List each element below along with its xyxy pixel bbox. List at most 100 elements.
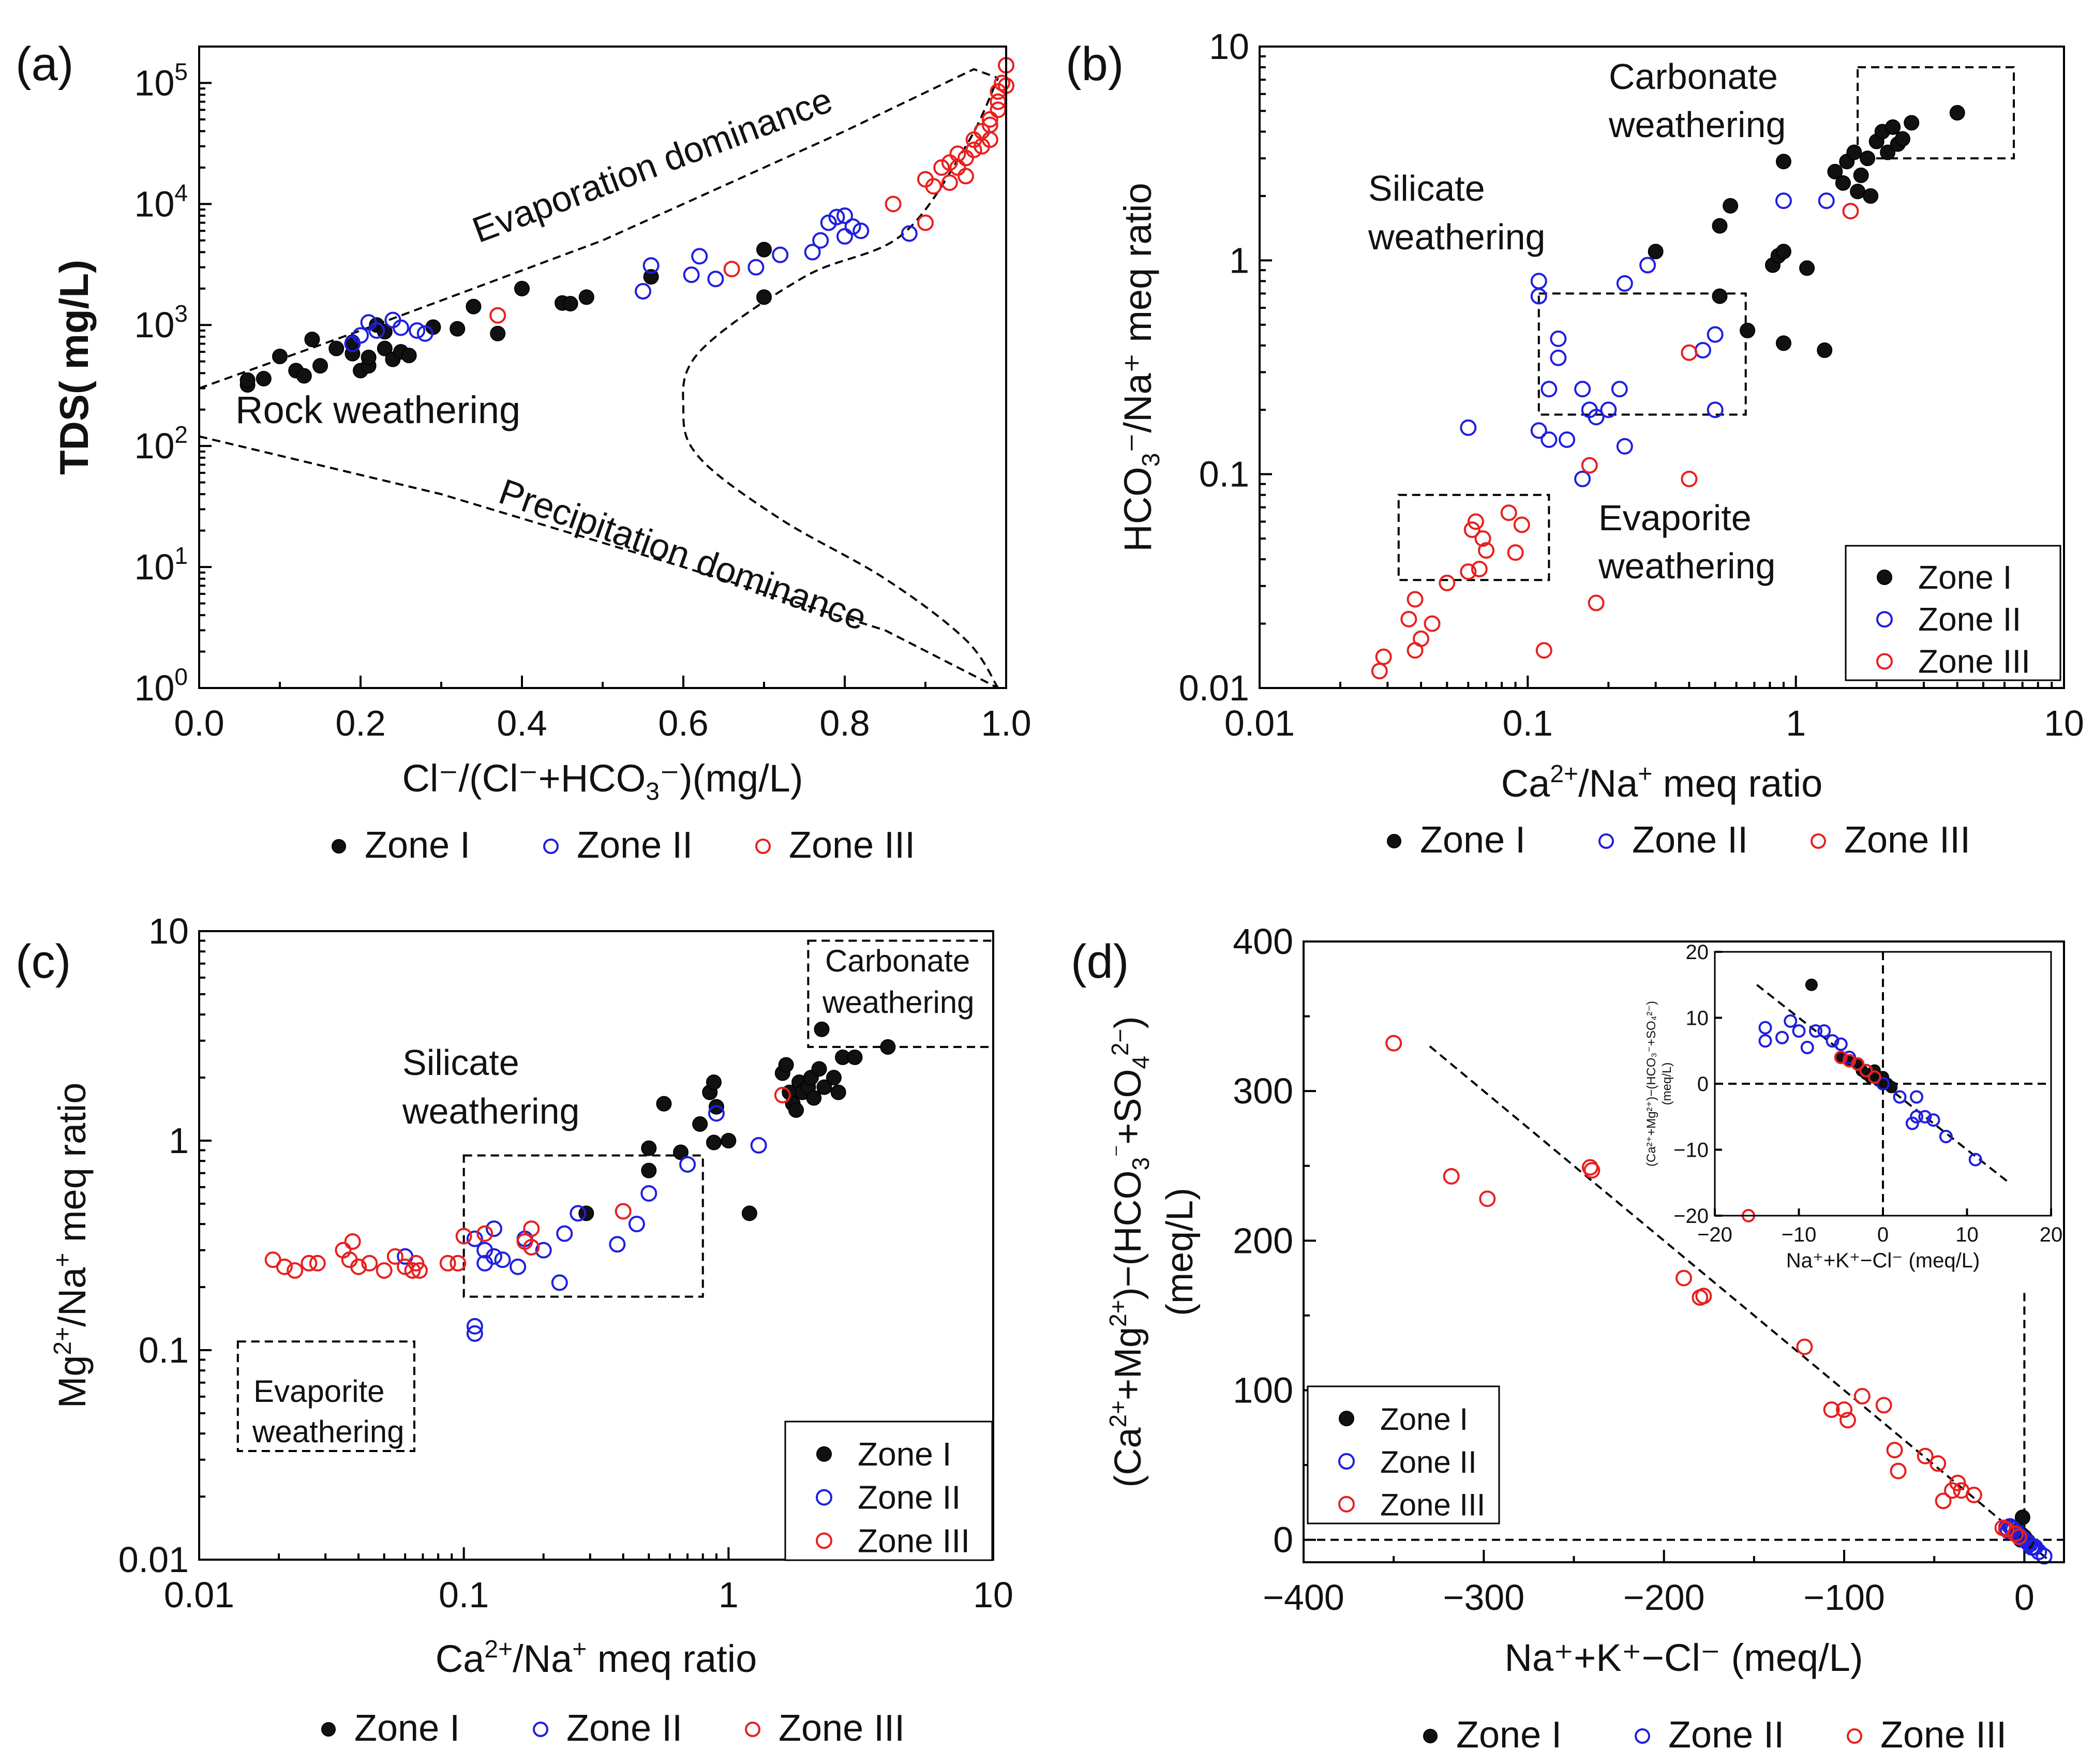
b-point xyxy=(1530,422,1547,439)
region-box-0 xyxy=(1857,66,2015,160)
c-point xyxy=(640,1185,657,1202)
inset-point xyxy=(1876,1077,1890,1090)
b-point xyxy=(1474,530,1491,547)
legend-marker-zone-i xyxy=(1423,1729,1438,1743)
carbonate-label-1: Carbonate xyxy=(1609,56,1778,97)
d-point xyxy=(1949,1474,1966,1491)
d-point xyxy=(1853,1388,1871,1405)
d-point xyxy=(1581,1159,1598,1176)
region-box-2 xyxy=(1397,494,1550,581)
y-tick-label: 0 xyxy=(1273,1520,1293,1560)
legend-marker-zone-ii xyxy=(816,1489,832,1506)
legend-label-zone-ii: Zone II xyxy=(858,1479,961,1516)
c-point xyxy=(361,1254,378,1272)
c-point xyxy=(847,1049,863,1065)
b-point xyxy=(1467,513,1484,530)
legend-marker-zone-ii xyxy=(1876,611,1893,628)
x-tick-label: 0.8 xyxy=(819,703,870,743)
inset-point xyxy=(1826,1034,1839,1048)
panel-c-mg-chart: 0.010.01 0.1 0.1 1 1 10 10 Carbonate weathering S… xyxy=(49,911,1013,1749)
inset-point xyxy=(1926,1113,1940,1127)
legend-label-zone-i: Zone I xyxy=(1380,1402,1468,1437)
legend-marker-zone-ii xyxy=(1635,1728,1650,1744)
x-tick-label: −200 xyxy=(1623,1577,1705,1618)
inset-point xyxy=(1843,1054,1856,1068)
d-point xyxy=(1695,1288,1712,1305)
a-point xyxy=(352,327,369,344)
legend-marker-zone-iii xyxy=(745,1722,760,1737)
c-point xyxy=(466,1325,483,1342)
b-point xyxy=(1574,381,1591,398)
inset-y-tick-label: −20 xyxy=(1673,1205,1709,1228)
y-tick-label: 100 xyxy=(134,663,188,708)
a-point xyxy=(828,208,845,226)
a-point xyxy=(925,178,942,195)
c-point xyxy=(411,1262,428,1279)
c-point xyxy=(880,1039,896,1055)
b-point xyxy=(1375,648,1392,665)
x-axis-label: Na⁺+K⁺−Cl⁻ (meq/L) xyxy=(1505,1636,1863,1679)
b-point xyxy=(1846,144,1862,160)
c-point xyxy=(276,1258,293,1275)
carbonate-label-2: weathering xyxy=(822,985,975,1020)
a-point xyxy=(756,289,772,305)
legend-box xyxy=(1845,545,2061,681)
y-axis-label: (Ca2++Mg2+)−(HCO3⁻+SO42−) xyxy=(1104,1016,1154,1488)
inset-x-label: Na⁺+K⁺−Cl⁻ (meq/L) xyxy=(1786,1249,1980,1272)
panel-b-frame xyxy=(1259,46,2065,689)
b-point xyxy=(1880,144,1896,160)
inset-point xyxy=(1792,1024,1806,1038)
x-tick-label: 0.0 xyxy=(174,703,224,743)
a-point xyxy=(691,248,708,265)
legend-label-zone-i: Zone I xyxy=(365,825,470,866)
c-point xyxy=(466,1318,483,1335)
y-tick-label: 103 xyxy=(134,300,188,345)
c-point xyxy=(386,1248,403,1265)
d-point xyxy=(1823,1401,1840,1418)
c-point xyxy=(708,1105,725,1122)
inset-point xyxy=(1968,1153,1982,1167)
inset-x-tick-label: −10 xyxy=(1782,1223,1817,1246)
inset-point xyxy=(1834,1037,1848,1051)
c-point xyxy=(721,1133,737,1148)
c-point xyxy=(628,1216,645,1233)
b-point xyxy=(1588,409,1605,426)
d-point xyxy=(1443,1168,1460,1185)
d-point xyxy=(1875,1397,1892,1414)
c-point xyxy=(750,1137,767,1154)
c-point xyxy=(556,1225,573,1242)
inset-y-tick-label: 20 xyxy=(1686,941,1709,964)
legend-label-zone-ii: Zone II xyxy=(1918,601,2021,638)
b-point xyxy=(1681,470,1698,487)
panel-label-b: (b) xyxy=(1066,38,1124,91)
b-point xyxy=(1740,322,1756,338)
a-point xyxy=(836,207,853,225)
legend-marker-zone-ii xyxy=(533,1722,548,1737)
c-point xyxy=(788,1102,804,1118)
b-point xyxy=(1611,381,1628,398)
c-point xyxy=(523,1238,540,1255)
c-point xyxy=(439,1254,456,1272)
legend-label-zone-i: Zone I xyxy=(1456,1714,1562,1756)
b-point xyxy=(1694,342,1711,359)
d-point xyxy=(1676,1269,1692,1287)
inset-point xyxy=(1867,1070,1881,1084)
legend-marker-zone-i xyxy=(1877,569,1892,585)
inset-point xyxy=(1893,1090,1907,1104)
legend-marker-zone-iii xyxy=(816,1532,832,1549)
inset-point xyxy=(1758,1034,1772,1048)
y-tick-label: 300 xyxy=(1233,1071,1293,1111)
b-point xyxy=(1550,349,1567,366)
c-point xyxy=(641,1162,657,1178)
legend-label-zone-iii: Zone III xyxy=(1880,1714,2007,1756)
a-point xyxy=(852,222,870,240)
c-point xyxy=(830,1084,846,1100)
b-point xyxy=(1842,203,1859,220)
c-point xyxy=(774,1086,791,1103)
c-point xyxy=(485,1220,502,1237)
legend-marker-zone-i xyxy=(816,1446,832,1462)
region-box-2 xyxy=(236,1340,415,1453)
y-axis-label: Mg2+/Na+ meq ratio xyxy=(49,1083,94,1409)
y-tick-label: 100 xyxy=(1233,1370,1293,1410)
